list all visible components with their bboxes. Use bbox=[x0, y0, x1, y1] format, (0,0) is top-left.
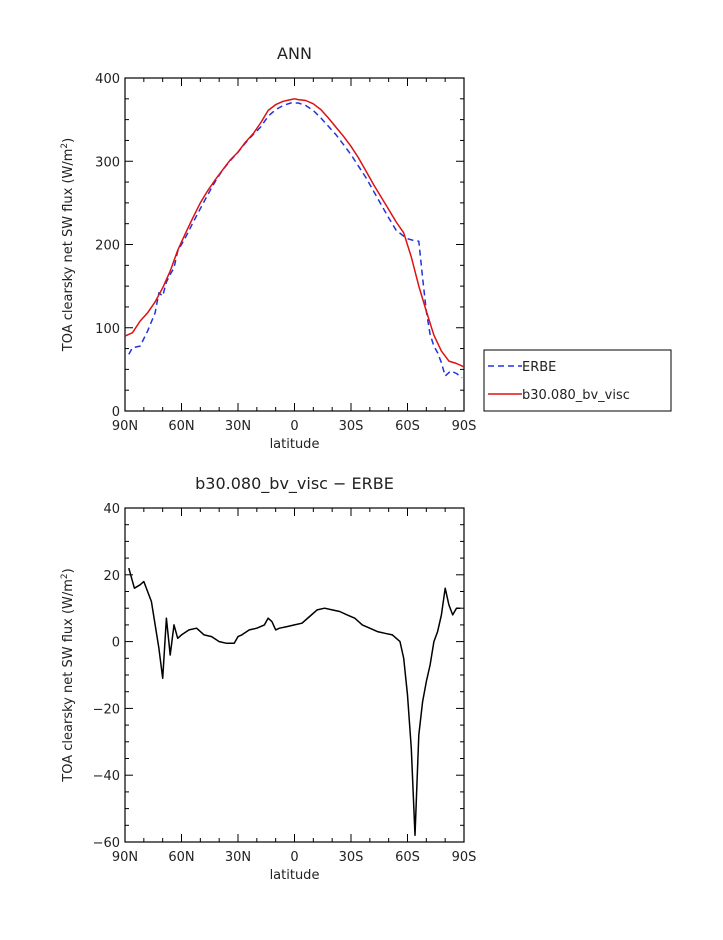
panel1-y-tick-label: 300 bbox=[95, 155, 120, 170]
panel1-x-tick-label: 0 bbox=[290, 419, 298, 434]
panel2-y-tick-label: 0 bbox=[112, 636, 120, 651]
panel2-x-axis-label: latitude bbox=[270, 868, 320, 883]
legend-label-erbe: ERBE bbox=[522, 360, 556, 375]
panel2-y-axis-label-main: TOA clearsky net SW flux (W/m bbox=[61, 579, 76, 783]
panel1-y-tick-label: 400 bbox=[95, 72, 120, 87]
panel2-x-tick-label: 60S bbox=[395, 850, 420, 865]
panel2-x-tick-label: 60N bbox=[168, 850, 194, 865]
panel1-series-b30-080-bv-visc-line bbox=[124, 98, 465, 368]
panel1-x-tick-label: 90N bbox=[112, 419, 138, 434]
panel2-x-tick-label: 90N bbox=[112, 850, 138, 865]
panel1-y-axis-label-tail: ) bbox=[61, 138, 76, 143]
panel1-x-tick-label: 30N bbox=[225, 419, 251, 434]
panel2-y-tick-label: 40 bbox=[103, 502, 120, 517]
panel2-y-axis-label-superscript: 2 bbox=[60, 573, 70, 579]
panel2-x-tick-label: 30N bbox=[225, 850, 251, 865]
legend-label-b30-080-bv-visc: b30.080_bv_visc bbox=[522, 388, 630, 403]
panel2-x-tick-label: 30S bbox=[339, 850, 364, 865]
panel2-x-tick-label: 0 bbox=[290, 850, 298, 865]
legend-box bbox=[483, 349, 672, 412]
panel2-y-tick-label: −20 bbox=[93, 702, 120, 717]
panel2-y-tick-label: −60 bbox=[93, 836, 120, 851]
panel1-y-axis-label: TOA clearsky net SW flux (W/m2) bbox=[60, 138, 76, 352]
panel1-x-tick-label: 30S bbox=[339, 419, 364, 434]
panel2-y-axis-label-tail: ) bbox=[61, 568, 76, 573]
panel1-x-axis-label: latitude bbox=[270, 437, 320, 452]
panel1-y-axis-label-main: TOA clearsky net SW flux (W/m bbox=[61, 149, 76, 353]
panel1-y-tick-label: 200 bbox=[95, 239, 120, 254]
panel2-y-axis-label: TOA clearsky net SW flux (W/m2) bbox=[60, 568, 76, 782]
panel2-title: b30.080_bv_visc − ERBE bbox=[195, 474, 394, 494]
panel1-x-tick-label: 60S bbox=[395, 419, 420, 434]
panel2-x-tick-label: 90S bbox=[452, 850, 477, 865]
panel1-frame bbox=[124, 77, 465, 412]
panel2-series-difference-line bbox=[128, 567, 461, 837]
panel1-y-axis-label-superscript: 2 bbox=[60, 143, 70, 149]
panel1-title: ANN bbox=[277, 44, 312, 63]
panel1-x-tick-label: 60N bbox=[168, 419, 194, 434]
panel1-y-tick-label: 100 bbox=[95, 322, 120, 337]
panel1-series-erbe-line bbox=[128, 102, 463, 379]
panel2-y-tick-label: 20 bbox=[103, 569, 120, 584]
panel1-y-tick-label: 0 bbox=[112, 405, 120, 420]
panel1-x-tick-label: 90S bbox=[452, 419, 477, 434]
panel2-y-tick-label: −40 bbox=[93, 769, 120, 784]
